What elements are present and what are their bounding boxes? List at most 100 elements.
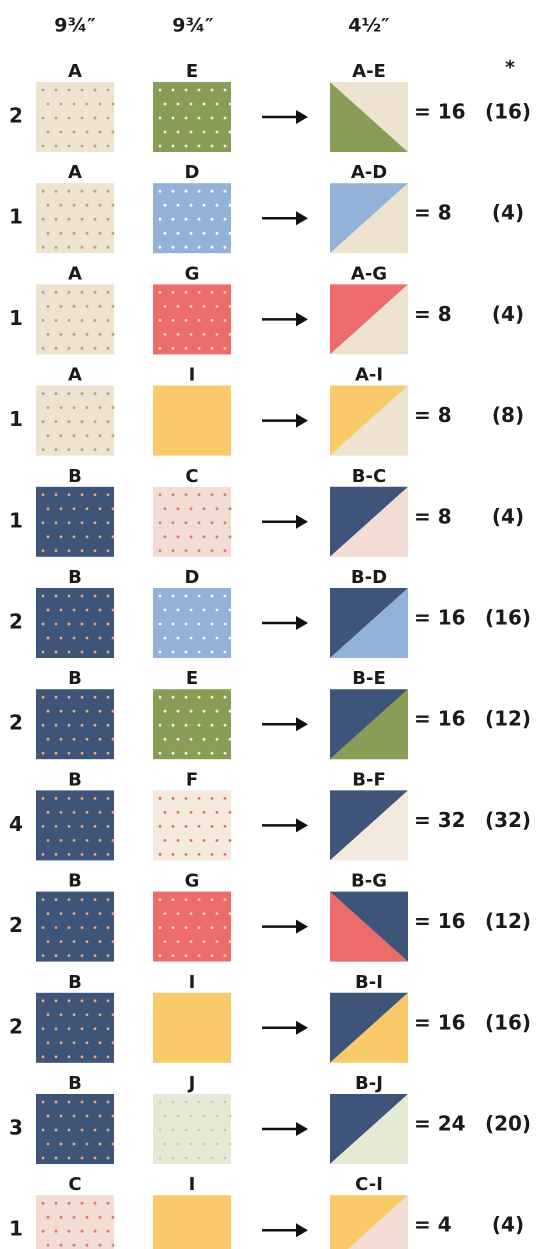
fabric-print xyxy=(202,231,206,235)
fabric-print xyxy=(67,1027,71,1031)
fabric-print xyxy=(111,507,115,511)
fabric-print xyxy=(67,116,71,120)
fabric-print xyxy=(106,189,110,193)
fabric-print xyxy=(80,1027,84,1031)
fabric-print xyxy=(59,406,63,409)
fabric-print xyxy=(41,954,45,957)
result-label: A-E xyxy=(352,61,386,82)
fabric-print xyxy=(215,608,219,612)
result-label: A-G xyxy=(351,263,387,284)
fabric-print xyxy=(67,521,71,525)
fabric-print xyxy=(210,549,214,553)
fabric-print xyxy=(67,1100,71,1104)
arrow-head xyxy=(296,110,308,124)
fabric-print xyxy=(80,245,84,249)
fabric-print xyxy=(98,507,102,511)
arrow-head xyxy=(296,818,308,833)
fabric-print xyxy=(189,507,193,511)
fabric-print xyxy=(189,535,193,539)
fabric-print xyxy=(80,926,84,929)
fabric-print xyxy=(80,1100,84,1104)
alt-total: (32) xyxy=(485,808,531,832)
fabric-print xyxy=(176,333,180,336)
fabric-print xyxy=(59,434,63,437)
hst-half xyxy=(330,790,408,861)
fabric-print xyxy=(106,88,110,92)
fabric-print xyxy=(176,912,180,915)
fabric-print xyxy=(202,535,206,539)
fabric-print xyxy=(106,723,110,727)
fabric-print xyxy=(54,448,58,451)
fabric-print xyxy=(93,291,97,294)
fabric-print xyxy=(46,333,50,336)
fabric-print xyxy=(54,549,58,553)
fabric-print xyxy=(59,1142,63,1146)
result-label: B-D xyxy=(351,567,387,588)
fabric-print xyxy=(111,1215,115,1219)
fabric-print xyxy=(215,130,219,134)
fabric-swatch xyxy=(36,588,114,658)
fabric-print xyxy=(176,1142,180,1146)
fabric-print xyxy=(158,650,162,654)
arrow-head xyxy=(296,312,308,327)
fabric-print xyxy=(59,1013,63,1017)
fabric-print xyxy=(223,825,227,828)
unit-total: = 16 xyxy=(414,606,466,630)
fabric-print xyxy=(106,650,110,654)
fabric-print xyxy=(59,636,63,640)
fabric-print xyxy=(223,88,227,92)
fabric-print xyxy=(210,347,214,350)
fabric-print xyxy=(41,1156,45,1160)
fabric-print xyxy=(163,1142,167,1146)
fabric-print xyxy=(72,839,76,842)
fabric-print xyxy=(106,319,110,322)
fabric-label: B xyxy=(68,567,82,588)
fabric-print xyxy=(215,940,219,943)
fabric-print xyxy=(171,723,175,727)
alt-total: (8) xyxy=(492,403,524,427)
fabric-print xyxy=(111,709,115,713)
fabric-print xyxy=(98,1013,102,1017)
fabric-print xyxy=(93,493,97,497)
fabric-print xyxy=(215,102,219,106)
fabric-print xyxy=(41,1055,45,1059)
fabric-print xyxy=(41,594,45,598)
fabric-print xyxy=(67,723,71,727)
fabric-print xyxy=(93,622,97,626)
fabric-print xyxy=(54,1156,58,1160)
fabric-print xyxy=(189,912,193,915)
fabric-print xyxy=(197,723,201,727)
fabric-label: C xyxy=(68,1174,81,1195)
fabric-print xyxy=(158,594,162,598)
fabric-print xyxy=(46,1243,50,1247)
fabric-print xyxy=(54,1128,58,1132)
fabric-print xyxy=(163,507,167,511)
fabric-print xyxy=(41,622,45,626)
fabric-label: B xyxy=(68,972,82,993)
fabric-print xyxy=(111,231,115,235)
fabric-print xyxy=(215,636,219,640)
fabric-print xyxy=(197,650,201,654)
fabric-print xyxy=(59,608,63,612)
fabric-print xyxy=(72,1013,76,1017)
fabric-print xyxy=(85,333,89,336)
fabric-print xyxy=(176,940,180,943)
fabric-print xyxy=(158,144,162,148)
fabric-print xyxy=(228,535,232,539)
fabric-print xyxy=(210,954,214,957)
fabric-print xyxy=(176,203,180,207)
fabric-print xyxy=(46,839,50,842)
fabric-print xyxy=(163,231,167,235)
fabric-print xyxy=(223,1100,227,1104)
fabric-print xyxy=(223,1156,227,1160)
fabric-print xyxy=(158,853,162,856)
header-size: 9¾″ xyxy=(54,15,96,37)
fabric-swatch xyxy=(153,284,231,355)
fabric-print xyxy=(228,1114,232,1118)
alt-total: (4) xyxy=(492,504,524,528)
fabric-print xyxy=(93,594,97,598)
fabric-print xyxy=(59,839,63,842)
fabric-label: B xyxy=(68,466,82,487)
fabric-print xyxy=(80,1229,84,1233)
fabric-print xyxy=(197,695,201,699)
